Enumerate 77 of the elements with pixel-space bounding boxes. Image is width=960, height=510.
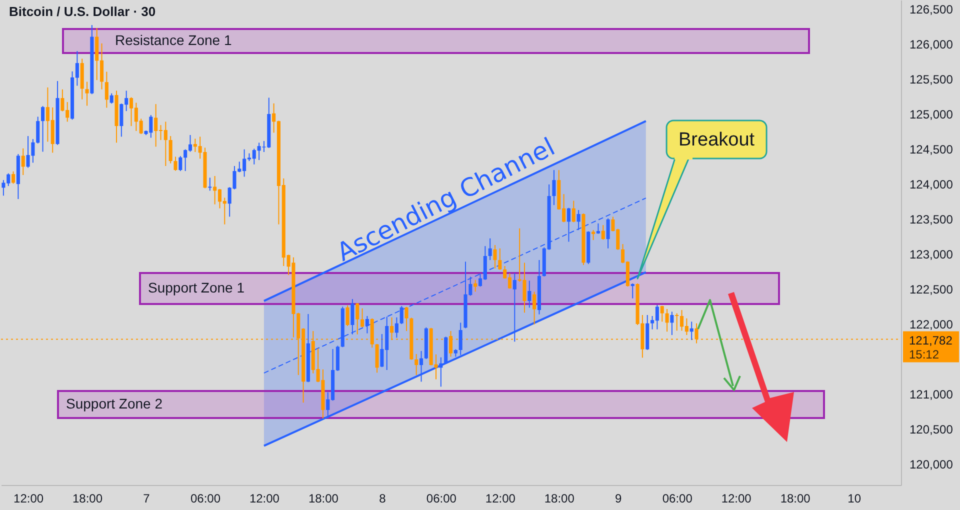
y-tick-label: 123,500	[910, 212, 954, 227]
x-tick-label: 06:00	[662, 492, 693, 506]
candlestick	[350, 298, 354, 335]
y-tick-label: 126,000	[910, 38, 954, 52]
candlestick	[572, 200, 576, 223]
x-tick-label: 12:00	[721, 492, 752, 506]
y-tick-label: 120,000	[910, 458, 954, 472]
candlestick	[375, 343, 379, 374]
x-tick-label: 06:00	[426, 492, 457, 506]
chart-title: Bitcoin / U.S. Dollar · 30	[9, 4, 156, 19]
candlestick	[660, 305, 664, 322]
candlestick	[488, 238, 492, 261]
y-tick-label: 122,500	[910, 282, 954, 297]
y-tick-label: 122,000	[910, 318, 954, 332]
candlestick	[85, 81, 89, 106]
candlestick	[178, 156, 182, 172]
candlestick	[36, 116, 40, 144]
x-tick-label: 7	[143, 492, 150, 506]
candlestick	[458, 322, 462, 356]
candlestick	[596, 222, 600, 234]
candlestick	[174, 156, 178, 172]
x-tick-label: 12:00	[249, 492, 280, 506]
y-tick-label: 124,000	[910, 178, 954, 192]
candlestick	[356, 302, 360, 335]
x-tick-label: 06:00	[190, 492, 221, 506]
candlestick	[665, 308, 669, 332]
x-tick-label: 9	[615, 492, 622, 506]
x-tick-label: 18:00	[72, 492, 103, 506]
candlestick	[419, 350, 424, 382]
ref-line-label: 121,782	[909, 333, 953, 348]
candlestick	[365, 316, 369, 334]
x-tick-label: 18:00	[780, 492, 811, 506]
candlestick	[394, 316, 398, 338]
candlestick	[21, 148, 25, 176]
candlestick	[41, 106, 45, 152]
x-tick-label: 18:00	[544, 492, 575, 506]
candlestick	[12, 170, 16, 184]
y-tick-label: 120,500	[910, 422, 954, 437]
candlestick	[168, 136, 172, 164]
y-tick-label: 123,000	[910, 248, 954, 262]
x-tick-label: 12:00	[485, 492, 516, 506]
y-tick-label: 125,500	[910, 72, 954, 87]
candlestick	[670, 311, 674, 336]
candlestick	[208, 177, 212, 192]
y-tick-label: 124,500	[910, 142, 954, 157]
x-tick-label: 18:00	[308, 492, 339, 506]
candlestick	[566, 207, 570, 242]
band-label: Support Zone 2	[66, 396, 163, 412]
text: 15:12	[909, 347, 940, 362]
annotation: Breakout	[678, 130, 756, 151]
y-tick-label: 126,500	[910, 2, 954, 17]
candlestick	[592, 230, 596, 241]
candlestick	[100, 42, 104, 90]
candlestick	[400, 306, 404, 325]
candlestick	[104, 71, 108, 108]
candlestick	[532, 291, 536, 325]
candlestick	[498, 248, 502, 270]
candlestick	[576, 210, 580, 231]
candlestick	[606, 218, 610, 249]
band-label: Resistance Zone 1	[115, 32, 232, 48]
candlestick	[346, 304, 350, 326]
candlestick	[110, 92, 114, 104]
candlestick	[360, 308, 364, 328]
candlestick	[630, 282, 634, 299]
x-tick-label: 8	[379, 492, 386, 506]
y-tick-label: 125,000	[910, 108, 954, 122]
band-label: Support Zone 1	[148, 280, 245, 296]
candlestick	[528, 280, 532, 308]
candlestick	[404, 306, 408, 332]
y-tick-label: 121,000	[910, 388, 954, 402]
candlestick	[414, 353, 418, 376]
candlestick	[675, 312, 679, 332]
candlestick	[439, 356, 443, 388]
candlestick	[601, 224, 605, 240]
x-tick-label: 12:00	[14, 492, 44, 506]
candlestick	[493, 244, 497, 269]
x-tick-label: 10	[848, 492, 862, 506]
